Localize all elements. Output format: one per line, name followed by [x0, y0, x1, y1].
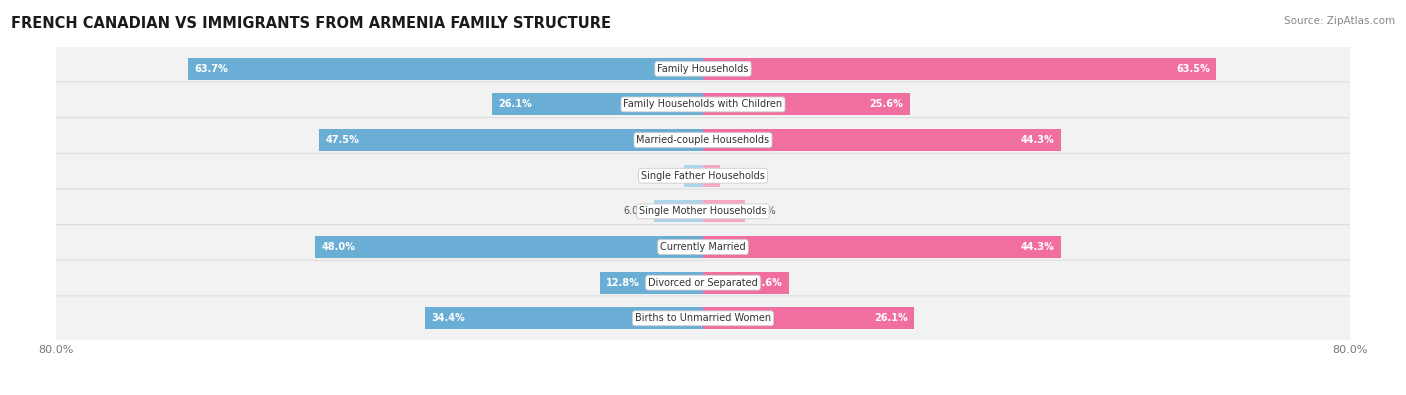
Text: 44.3%: 44.3%	[1021, 242, 1054, 252]
Bar	[492, 93, 703, 115]
FancyBboxPatch shape	[51, 46, 1355, 91]
Text: 12.8%: 12.8%	[606, 278, 640, 288]
Text: Family Households: Family Households	[658, 64, 748, 74]
Text: Source: ZipAtlas.com: Source: ZipAtlas.com	[1284, 16, 1395, 26]
Text: 47.5%: 47.5%	[325, 135, 359, 145]
FancyBboxPatch shape	[51, 260, 1355, 305]
Bar	[683, 165, 703, 187]
Bar	[188, 58, 703, 80]
Bar	[703, 165, 720, 187]
FancyBboxPatch shape	[51, 189, 1355, 234]
Bar	[703, 129, 1062, 151]
Text: Single Mother Households: Single Mother Households	[640, 206, 766, 216]
Bar	[703, 58, 1216, 80]
Bar	[319, 129, 703, 151]
Text: 34.4%: 34.4%	[432, 313, 465, 324]
Text: Births to Unmarried Women: Births to Unmarried Women	[636, 313, 770, 324]
Text: Married-couple Households: Married-couple Households	[637, 135, 769, 145]
Text: 26.1%: 26.1%	[873, 313, 907, 324]
FancyBboxPatch shape	[51, 118, 1355, 162]
Text: Single Father Households: Single Father Households	[641, 171, 765, 181]
Bar	[599, 272, 703, 294]
Text: Currently Married: Currently Married	[661, 242, 745, 252]
Text: Family Households with Children: Family Households with Children	[623, 100, 783, 109]
Bar	[654, 200, 703, 222]
Bar	[703, 93, 910, 115]
Bar	[703, 307, 914, 329]
Text: FRENCH CANADIAN VS IMMIGRANTS FROM ARMENIA FAMILY STRUCTURE: FRENCH CANADIAN VS IMMIGRANTS FROM ARMEN…	[11, 16, 612, 31]
Text: 63.7%: 63.7%	[194, 64, 228, 74]
Bar	[425, 307, 703, 329]
FancyBboxPatch shape	[51, 296, 1355, 341]
Text: 48.0%: 48.0%	[322, 242, 356, 252]
FancyBboxPatch shape	[51, 82, 1355, 127]
Text: 10.6%: 10.6%	[748, 278, 782, 288]
FancyBboxPatch shape	[51, 153, 1355, 198]
Text: 2.1%: 2.1%	[727, 171, 751, 181]
Bar	[703, 272, 789, 294]
Text: 2.4%: 2.4%	[652, 171, 678, 181]
Text: 5.2%: 5.2%	[752, 206, 776, 216]
Bar	[703, 200, 745, 222]
Text: 44.3%: 44.3%	[1021, 135, 1054, 145]
Text: 6.0%: 6.0%	[624, 206, 648, 216]
Text: 63.5%: 63.5%	[1177, 64, 1211, 74]
FancyBboxPatch shape	[51, 225, 1355, 269]
Text: 25.6%: 25.6%	[870, 100, 904, 109]
Bar	[703, 236, 1062, 258]
Text: Divorced or Separated: Divorced or Separated	[648, 278, 758, 288]
Text: 26.1%: 26.1%	[499, 100, 533, 109]
Bar	[315, 236, 703, 258]
